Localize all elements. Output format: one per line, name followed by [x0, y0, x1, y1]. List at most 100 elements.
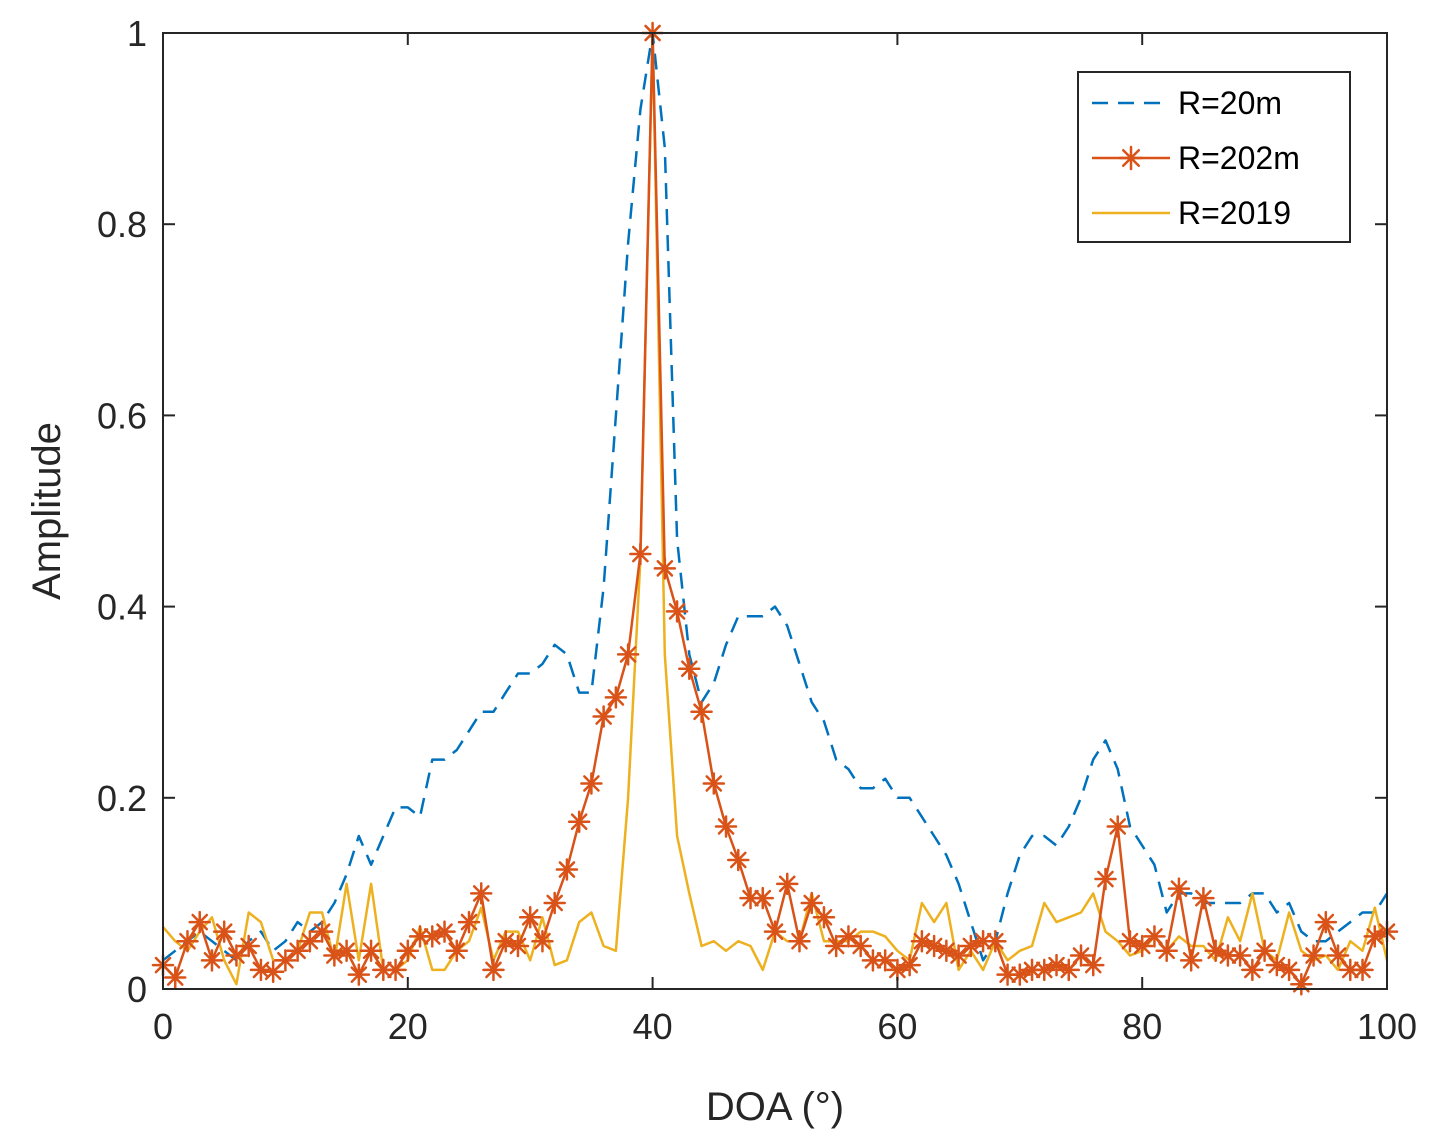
data-point-r-202m — [163, 966, 187, 989]
data-point-r-202m — [665, 600, 689, 623]
data-point-r-202m — [1326, 944, 1350, 967]
data-point-r-202m — [763, 920, 787, 943]
y-tick-label: 0.8 — [97, 204, 147, 245]
y-tick-label: 0.4 — [97, 587, 147, 628]
data-point-r-202m — [788, 929, 811, 953]
data-point-r-202m — [629, 542, 652, 566]
legend: R=20m R=202m R=2019 — [1077, 71, 1351, 243]
data-point-r-202m — [580, 772, 603, 795]
data-point-r-202m — [176, 929, 199, 953]
data-point-r-202m — [335, 939, 358, 963]
data-point-r-202m — [482, 958, 505, 982]
data-point-r-202m — [359, 939, 383, 963]
data-point-r-202m — [1143, 925, 1166, 948]
axes-box — [162, 32, 1388, 990]
data-point-r-202m — [237, 934, 260, 958]
data-point-r-202m — [1192, 886, 1215, 910]
data-point-r-202m — [188, 910, 211, 934]
data-point-r-202m — [1081, 953, 1105, 977]
y-axis-title: Amplitude — [25, 422, 69, 600]
legend-marker — [1118, 145, 1144, 171]
legend-label: R=202m — [1178, 140, 1300, 176]
data-point-r-202m — [261, 960, 285, 984]
data-point-r-202m — [1179, 949, 1203, 972]
data-point-r-202m — [457, 910, 481, 934]
data-point-r-202m — [616, 643, 640, 666]
data-point-r-202m — [714, 815, 738, 838]
data-point-r-202m — [1069, 944, 1093, 967]
data-point-r-202m — [1351, 958, 1374, 982]
y-tick-label: 0 — [127, 969, 147, 1010]
data-point-r-202m — [702, 772, 726, 795]
legend-entry-r-20m: R=20m — [1092, 85, 1282, 121]
data-point-r-202m — [837, 925, 860, 948]
data-point-r-202m — [812, 906, 836, 929]
legend-entry-r-2019: R=2019 — [1092, 195, 1291, 231]
data-point-r-202m — [274, 949, 297, 972]
legend-label: R=2019 — [1178, 195, 1291, 231]
data-point-r-202m — [531, 929, 554, 953]
data-point-r-202m — [225, 944, 248, 967]
data-point-r-202m — [1290, 972, 1313, 996]
data-point-r-202m — [898, 953, 921, 977]
data-point-r-202m — [824, 934, 848, 958]
series-r-202m — [151, 21, 1399, 996]
data-point-r-202m — [1253, 939, 1276, 963]
data-point-r-202m — [1094, 867, 1117, 891]
legend-label: R=20m — [1178, 85, 1282, 121]
data-point-r-202m — [567, 810, 591, 833]
x-tick-label: 60 — [877, 1006, 917, 1047]
data-point-r-202m — [678, 657, 701, 680]
series-layer — [151, 21, 1399, 996]
data-point-r-202m — [433, 920, 456, 943]
data-point-r-202m — [775, 872, 799, 896]
x-tick-label: 100 — [1357, 1006, 1417, 1047]
data-point-r-202m — [849, 934, 872, 958]
data-point-r-202m — [690, 700, 713, 724]
x-tick-label: 0 — [153, 1006, 173, 1047]
data-point-r-202m — [396, 939, 420, 963]
data-point-r-202m — [653, 557, 677, 580]
data-point-r-202m — [200, 949, 224, 972]
legend-entries: R=20m R=202m R=2019 — [1092, 85, 1300, 231]
data-point-r-202m — [1130, 934, 1154, 958]
tick-labels: 0 20 40 60 80 100 0 0.2 0.4 0.6 0.8 1 — [97, 13, 1417, 1047]
data-point-r-202m — [1155, 939, 1178, 963]
data-point-r-202m — [347, 963, 371, 986]
data-point-r-202m — [408, 925, 432, 948]
data-point-r-202m — [445, 939, 469, 963]
x-tick-label: 80 — [1122, 1006, 1162, 1047]
data-point-r-202m — [751, 886, 775, 910]
data-point-r-202m — [1302, 944, 1325, 967]
x-tick-label: 40 — [633, 1006, 673, 1047]
data-point-r-202m — [1228, 944, 1252, 967]
data-point-r-202m — [592, 705, 615, 728]
x-tick-label: 20 — [388, 1006, 428, 1047]
data-point-r-202m — [1216, 944, 1240, 967]
data-point-r-202m — [298, 929, 322, 953]
data-point-r-202m — [286, 939, 309, 963]
data-point-r-202m — [1167, 877, 1191, 900]
data-point-r-202m — [469, 882, 493, 905]
data-point-r-202m — [506, 934, 530, 958]
data-point-r-202m — [1020, 958, 1044, 982]
data-point-r-202m — [873, 949, 897, 972]
data-point-r-202m — [555, 858, 579, 881]
data-point-r-202m — [996, 963, 1019, 986]
data-point-r-202m — [310, 920, 334, 943]
data-point-r-202m — [727, 848, 750, 872]
y-tick-label: 0.6 — [97, 395, 147, 436]
y-tick-label: 0.2 — [97, 778, 147, 819]
data-point-r-202m — [984, 929, 1007, 953]
y-tick-label: 1 — [127, 13, 147, 54]
data-point-r-202m — [212, 920, 236, 943]
legend-entry-r-202m: R=202m — [1092, 140, 1300, 176]
data-point-r-202m — [1277, 958, 1301, 982]
data-point-r-202m — [1057, 958, 1081, 982]
data-point-r-202m — [947, 944, 970, 967]
data-point-r-202m — [543, 891, 566, 915]
data-point-r-202m — [384, 958, 407, 982]
data-point-r-202m — [604, 686, 628, 709]
data-point-r-202m — [1106, 815, 1129, 838]
data-point-r-202m — [800, 891, 823, 915]
